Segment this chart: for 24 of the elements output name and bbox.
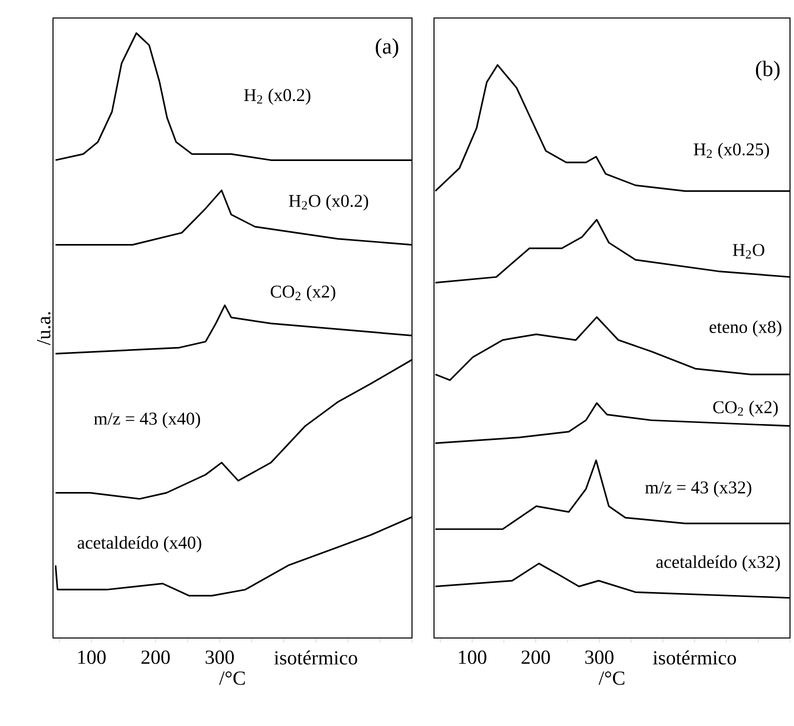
series-label: CO$_{2}$ (x2) [713, 400, 778, 417]
series-label: H$_{2}$O [732, 244, 764, 258]
x-tick-label: 200 [142, 650, 170, 664]
text: H$_{2}$ (x0.2) [244, 88, 310, 105]
series-label: m/z = 43 (x32) [645, 480, 752, 498]
x-tick-label: isotérmico [274, 650, 358, 665]
x-tick-label: isotérmico [653, 650, 736, 665]
annotation: (b) [756, 60, 780, 81]
x-tick-label: 200 [522, 650, 550, 664]
series-label: H$_{2}$ (x0.25) [694, 142, 769, 160]
series-label: eteno (x8) [710, 320, 782, 337]
x-axis-title: /°C [598, 671, 624, 685]
x-tick-label: 300 [206, 650, 234, 664]
series-label: acetaldeído (x40) [78, 536, 202, 552]
x-tick-label: 100 [78, 650, 106, 664]
annotation: (a) [376, 38, 398, 58]
y-axis-title: /u.a. [37, 312, 50, 346]
x-tick-label: 100 [458, 650, 486, 664]
x-axis-title: /°C [219, 671, 245, 685]
series-label: H$_{2}$O (x0.2) [288, 194, 368, 211]
text: m/z = 43 (x40) [94, 412, 200, 428]
x-tick-label: 300 [585, 650, 614, 664]
series-label: acetaldeído (x32) [656, 555, 780, 572]
series-label: CO$_{2}$ (x2) [270, 285, 336, 302]
